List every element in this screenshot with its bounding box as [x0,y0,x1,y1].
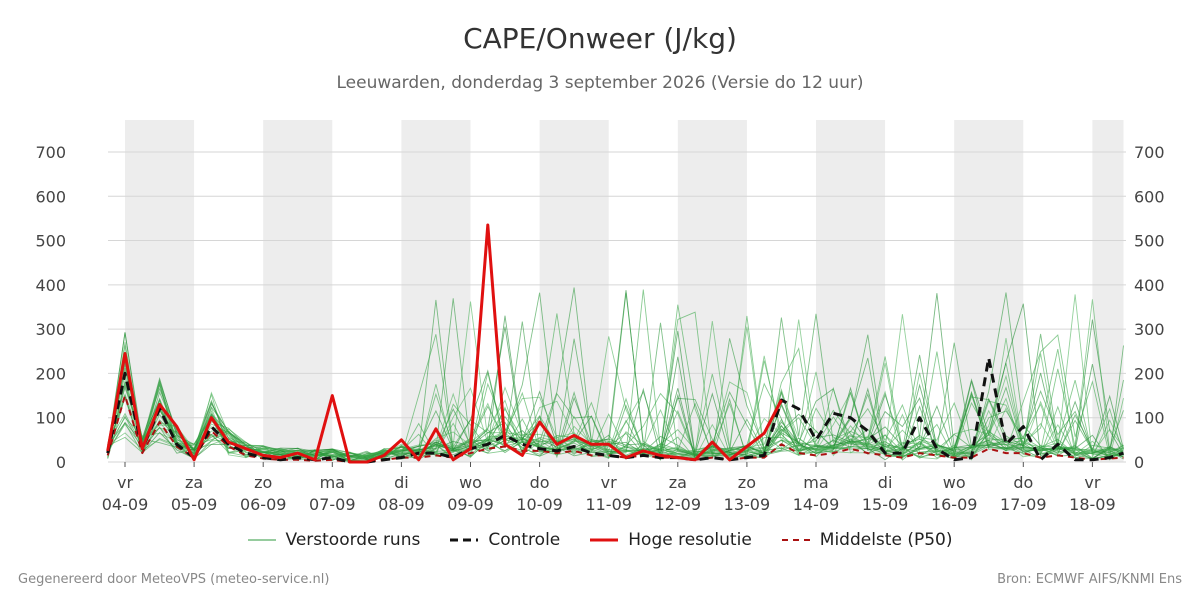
y-tick-label-left: 300 [35,320,66,339]
high-resolution-line [106,223,783,464]
x-tick-date: 14-09 [793,495,840,514]
weekend-band [1092,120,1124,462]
main-series [106,223,1124,464]
x-tick-date: 15-09 [862,495,909,514]
x-tick-day: za [669,473,687,492]
ensemble-run-line [107,287,1124,462]
x-tick-day: di [394,473,409,492]
x-tick-date: 06-09 [240,495,287,514]
legend-label: Middelste (P50) [819,530,953,550]
ensemble-run-line [107,334,1124,460]
y-tick-label-right: 100 [1134,409,1165,428]
x-tick-day: do [530,473,550,492]
x-tick-date: 08-09 [378,495,425,514]
weekend-band [401,120,471,462]
legend-swatch-darkred [781,539,810,541]
cape-chart: 0 100 200 300 400 500 600 700 0 100 200 300 400 500 6… [35,120,1165,514]
weekend-band [816,120,886,462]
x-tick-day: vr [1084,473,1100,492]
x-tick-date: 04-09 [102,495,149,514]
x-tick-date: 05-09 [171,495,218,514]
y-tick-label-right: 500 [1134,232,1165,251]
x-axis: vr 04-09 za 05-09 zo 06-09 ma 07-09 di 08-09 wo 09-… [102,462,1116,514]
x-tick-day: vr [117,473,133,492]
footer-generated: Gegenereerd door MeteoVPS (meteo-service… [18,572,330,587]
chart-subtitle: Leeuwarden, donderdag 3 september 2026 (… [336,73,864,93]
x-tick-date: 10-09 [516,495,563,514]
legend-label: Hoge resolutie [628,530,752,550]
x-tick-day: vr [601,473,617,492]
y-tick-label-left: 600 [35,187,66,206]
x-tick-day: di [878,473,893,492]
x-tick-date: 13-09 [724,495,771,514]
x-tick-day: ma [803,473,828,492]
legend-item-p50[interactable]: Middelste (P50) [781,530,953,550]
weekend-bands [125,120,1124,462]
y-axis-left: 0 100 200 300 400 500 600 700 [35,143,66,472]
legend-label: Verstoorde runs [285,530,421,550]
gridlines [108,151,1126,463]
legend-label: Controle [488,530,561,550]
x-tick-date: 09-09 [447,495,494,514]
y-tick-label-right: 300 [1134,320,1165,339]
legend-swatch-black [450,538,479,542]
y-axis-right: 0 100 200 300 400 500 600 700 [1134,143,1165,472]
control-run-line [106,356,1124,464]
y-tick-label-right: 400 [1134,276,1165,295]
y-tick-label-left: 400 [35,276,66,295]
chart-title: CAPE/Onweer (J/kg) [463,22,737,55]
x-tick-date: 12-09 [655,495,702,514]
x-tick-date: 16-09 [931,495,978,514]
x-tick-day: za [185,473,203,492]
x-tick-date: 18-09 [1069,495,1116,514]
x-tick-day: zo [738,473,756,492]
y-tick-label-left: 200 [35,364,66,383]
y-tick-label-left: 0 [56,453,66,472]
legend: Verstoorde runs Controle Hoge resolutie … [0,530,1200,550]
legend-item-controle[interactable]: Controle [450,530,560,550]
x-tick-day: wo [943,473,966,492]
y-tick-label-left: 500 [35,232,66,251]
y-tick-label-left: 100 [35,409,66,428]
x-tick-day: wo [459,473,482,492]
x-tick-day: do [1013,473,1033,492]
x-tick-day: ma [320,473,345,492]
y-tick-label-right: 600 [1134,187,1165,206]
x-tick-date: 17-09 [1000,495,1047,514]
x-tick-date: 11-09 [585,495,632,514]
y-tick-label-right: 200 [1134,364,1165,383]
x-tick-day: zo [254,473,272,492]
x-tick-date: 07-09 [309,495,356,514]
legend-item-hoge-resolutie[interactable]: Hoge resolutie [590,530,752,550]
weekend-band [677,120,747,462]
legend-swatch-red [590,538,619,542]
legend-swatch-green [247,539,276,541]
y-tick-label-right: 700 [1134,143,1165,162]
y-tick-label-right: 0 [1134,453,1144,472]
legend-item-verstoorde[interactable]: Verstoorde runs [247,530,421,550]
weekend-band [263,120,333,462]
footer-source: Bron: ECMWF AIFS/KNMI Ens [997,572,1182,587]
y-tick-label-left: 700 [35,143,66,162]
ensemble-run-line [107,321,1124,460]
